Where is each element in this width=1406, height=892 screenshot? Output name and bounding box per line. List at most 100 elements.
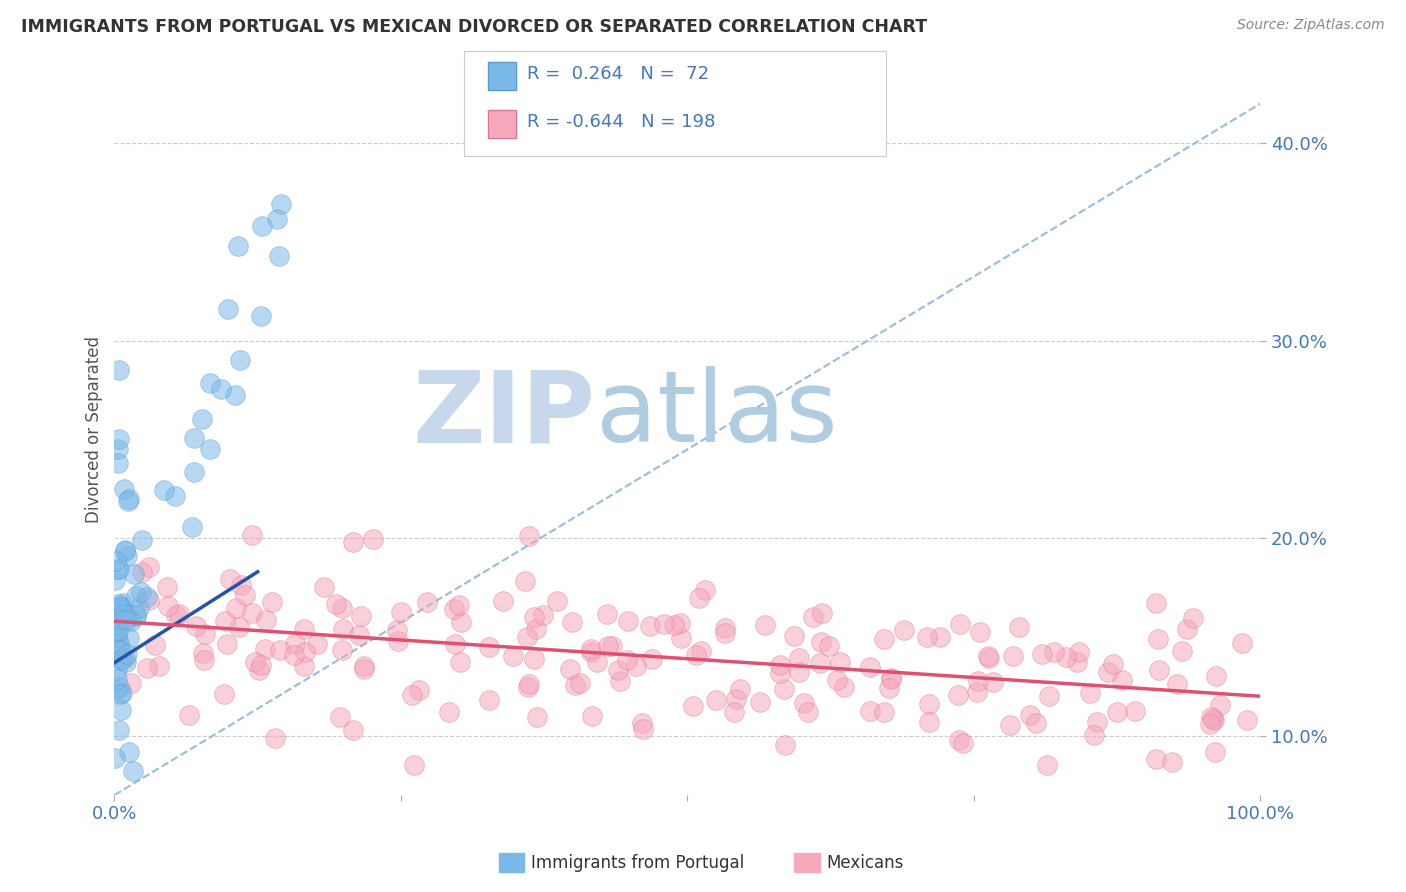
Point xyxy=(948,733,970,747)
Point xyxy=(688,591,710,606)
Point xyxy=(115,549,138,563)
Point xyxy=(531,607,554,622)
Point xyxy=(226,238,249,252)
Point xyxy=(949,617,972,632)
Text: Mexicans: Mexicans xyxy=(827,854,904,871)
Point xyxy=(217,302,239,317)
Point xyxy=(107,562,129,576)
Point xyxy=(131,565,153,579)
Point xyxy=(616,652,638,666)
Point xyxy=(181,520,204,534)
Point xyxy=(1042,645,1064,659)
Point xyxy=(596,640,619,654)
Point xyxy=(516,681,538,695)
Point xyxy=(1209,698,1232,713)
Point xyxy=(183,431,205,445)
Point xyxy=(117,494,139,508)
Point xyxy=(581,641,603,656)
Point xyxy=(1175,622,1198,636)
Point xyxy=(754,618,776,632)
Point xyxy=(1102,657,1125,671)
Point xyxy=(114,544,136,558)
Point xyxy=(194,626,217,640)
Point xyxy=(307,637,329,651)
Point xyxy=(108,363,131,377)
Point xyxy=(631,722,654,736)
Point xyxy=(120,614,142,628)
Point xyxy=(652,616,675,631)
Point xyxy=(564,678,586,692)
Point xyxy=(193,653,215,667)
Point xyxy=(569,676,592,690)
Point xyxy=(198,376,221,390)
Point xyxy=(704,693,727,707)
Point xyxy=(269,249,291,263)
Point xyxy=(1083,728,1105,742)
Point xyxy=(254,613,277,627)
Point xyxy=(1202,712,1225,726)
Point xyxy=(108,562,131,576)
Point xyxy=(915,630,938,644)
Point xyxy=(561,615,583,629)
Point xyxy=(787,665,810,680)
Point xyxy=(233,588,256,602)
Point xyxy=(526,710,548,724)
Text: R = -0.644   N = 198: R = -0.644 N = 198 xyxy=(527,113,716,131)
Point xyxy=(118,631,141,645)
Point xyxy=(828,656,851,670)
Point xyxy=(443,637,465,651)
Point xyxy=(118,491,141,506)
Point xyxy=(607,664,630,678)
Point xyxy=(330,643,353,657)
Point xyxy=(624,658,647,673)
Point xyxy=(808,656,831,670)
Point xyxy=(385,624,408,638)
Point xyxy=(1147,632,1170,646)
Point xyxy=(682,699,704,714)
Point xyxy=(218,572,240,586)
Point xyxy=(513,574,536,588)
Point xyxy=(783,629,806,643)
Point xyxy=(125,607,148,622)
Point xyxy=(112,607,135,621)
Point xyxy=(873,705,896,719)
Point xyxy=(880,672,903,686)
Point xyxy=(1038,689,1060,703)
Point xyxy=(250,657,273,672)
Point xyxy=(1054,650,1077,665)
Point xyxy=(946,688,969,702)
Point xyxy=(998,718,1021,732)
Point xyxy=(250,219,273,233)
Point xyxy=(579,645,602,659)
Point xyxy=(120,676,142,690)
Point xyxy=(600,640,623,654)
Point xyxy=(104,573,127,587)
Point xyxy=(292,622,315,636)
Point xyxy=(546,594,568,608)
Point xyxy=(1036,758,1059,772)
Point xyxy=(284,637,307,651)
Point xyxy=(1019,708,1042,723)
Point xyxy=(1147,663,1170,677)
Point xyxy=(662,617,685,632)
Point xyxy=(416,595,439,609)
Point xyxy=(107,456,129,470)
Point xyxy=(478,640,501,654)
Point xyxy=(363,533,385,547)
Point xyxy=(749,695,772,709)
Point xyxy=(492,593,515,607)
Point xyxy=(879,681,901,695)
Point xyxy=(1123,704,1146,718)
Point xyxy=(225,601,247,615)
Point xyxy=(1085,714,1108,729)
Point xyxy=(111,652,134,666)
Point xyxy=(121,764,143,779)
Text: IMMIGRANTS FROM PORTUGAL VS MEXICAN DIVORCED OR SEPARATED CORRELATION CHART: IMMIGRANTS FROM PORTUGAL VS MEXICAN DIVO… xyxy=(21,18,927,36)
Point xyxy=(330,600,353,615)
Point xyxy=(873,632,896,647)
Point xyxy=(516,631,538,645)
Point xyxy=(224,387,246,401)
Point xyxy=(332,622,354,636)
Point xyxy=(107,680,129,694)
Point xyxy=(105,672,128,686)
